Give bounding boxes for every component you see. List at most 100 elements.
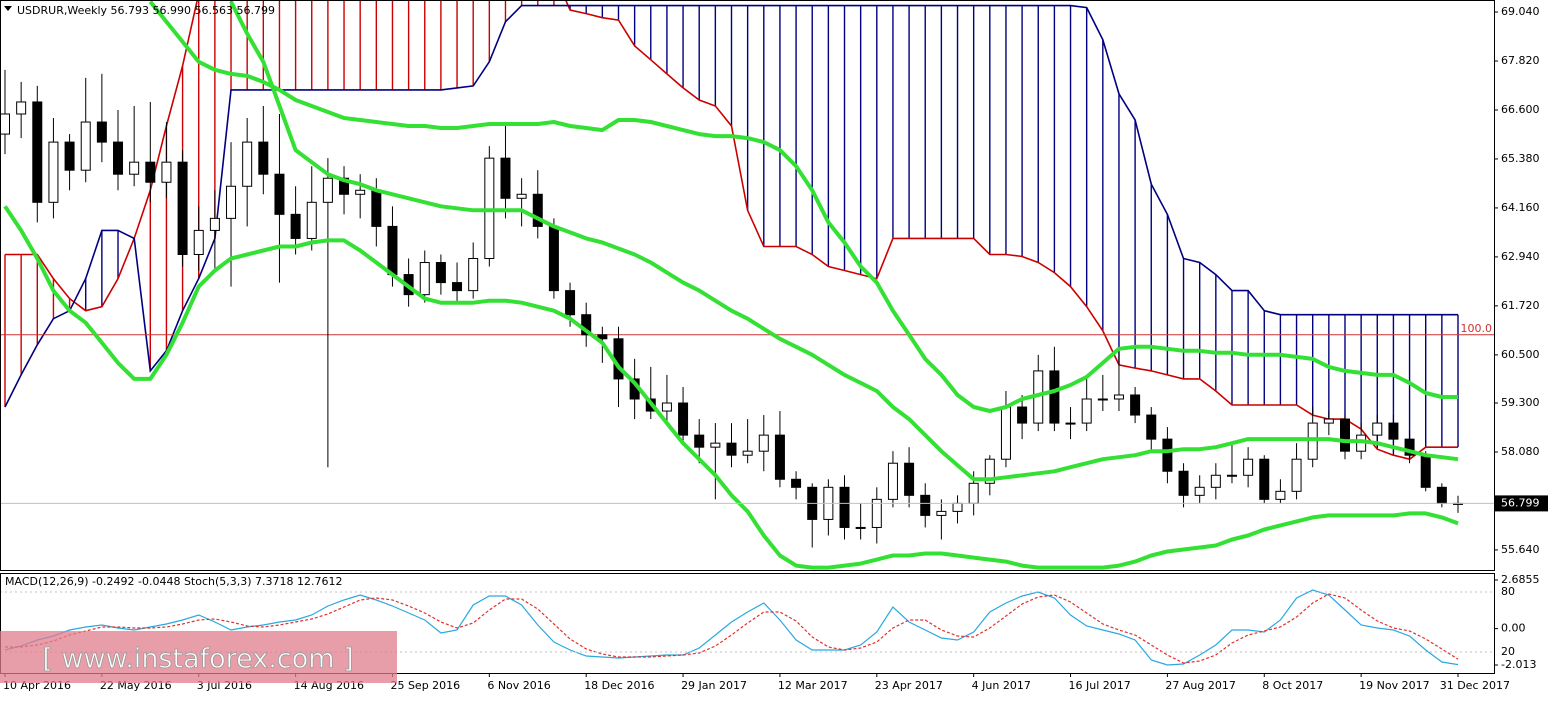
sub-frame xyxy=(0,573,1495,674)
candle-body xyxy=(129,161,140,175)
candle-body xyxy=(1162,438,1173,472)
candle-body xyxy=(1210,474,1221,488)
oscillator-line xyxy=(5,593,1459,664)
candle-body xyxy=(48,141,59,203)
y-tick-label: 62.940 xyxy=(1501,250,1540,263)
y2-tick-label: -2.013 xyxy=(1501,658,1536,671)
x-tick-label: 18 Dec 2016 xyxy=(584,679,654,692)
candle-body xyxy=(209,217,220,231)
candle-body xyxy=(1323,418,1334,424)
x-tick-label: 25 Sep 2016 xyxy=(390,679,460,692)
candle-body xyxy=(1372,422,1383,436)
y-tick-label: 65.380 xyxy=(1501,152,1540,165)
candle-body xyxy=(904,462,915,496)
chart-title: USDRUR,Weekly 56.793 56.990 56.563 56.79… xyxy=(17,4,275,17)
candle-body xyxy=(435,262,446,284)
candle-body xyxy=(322,177,333,203)
candle-body xyxy=(1017,406,1028,424)
x-tick-label: 31 Dec 2017 xyxy=(1440,679,1510,692)
band-middle xyxy=(229,0,1459,482)
candle-body xyxy=(887,462,898,500)
candle-body xyxy=(1404,438,1415,456)
candle-body xyxy=(710,442,721,448)
candle-body xyxy=(419,262,430,296)
candle-body xyxy=(0,113,10,135)
candle-body xyxy=(839,486,850,528)
candle-body xyxy=(1113,394,1124,400)
main-frame xyxy=(0,0,1495,571)
candle-body xyxy=(145,161,156,183)
y-tick-label: 64.160 xyxy=(1501,201,1540,214)
candle-body xyxy=(64,141,75,171)
candle-body xyxy=(1226,474,1237,477)
cloud-span-a xyxy=(5,0,1458,461)
candle-body xyxy=(1178,470,1189,496)
candle-body xyxy=(274,173,285,215)
menu-icon[interactable] xyxy=(4,6,12,11)
candle-body xyxy=(258,141,269,175)
y-tick-label: 61.720 xyxy=(1501,299,1540,312)
candle-body xyxy=(226,185,237,219)
y-tick-label: 67.820 xyxy=(1501,54,1540,67)
candle-body xyxy=(32,101,43,203)
y-tick-label: 66.600 xyxy=(1501,103,1540,116)
candle-body xyxy=(548,225,559,292)
candle-body xyxy=(1339,418,1350,452)
candle-body xyxy=(1243,458,1254,476)
candle-body xyxy=(387,225,398,276)
candle-body xyxy=(774,434,785,480)
candle-body xyxy=(1194,486,1205,496)
candle-body xyxy=(1000,406,1011,460)
candle-body xyxy=(16,101,27,115)
candle-body xyxy=(791,478,802,488)
candle-body xyxy=(516,193,527,199)
watermark-box xyxy=(0,631,397,683)
candle-body xyxy=(1065,422,1076,425)
candle-body xyxy=(661,402,672,412)
candle-body xyxy=(871,498,882,528)
candle-body xyxy=(1049,370,1060,424)
y-tick-label: 69.040 xyxy=(1501,5,1540,18)
candle-body xyxy=(565,290,576,316)
candle-body xyxy=(936,510,947,516)
main-plot xyxy=(0,0,1494,570)
candle-body xyxy=(694,434,705,448)
watermark: [ www.instaforex.com ] xyxy=(0,631,397,683)
y-tick-label: 59.300 xyxy=(1501,396,1540,409)
candle-body xyxy=(1081,398,1092,424)
candle-body xyxy=(952,502,963,512)
price-label: 56.799 xyxy=(1501,496,1540,509)
band-upper xyxy=(148,0,1458,413)
candle-body xyxy=(532,193,543,227)
y2-tick-label: 0.00 xyxy=(1501,622,1526,635)
candle-body xyxy=(80,121,91,171)
candle-body xyxy=(452,282,463,292)
candle-body xyxy=(758,434,769,452)
candle-body xyxy=(597,334,608,340)
candle-body xyxy=(855,526,866,529)
candle-body xyxy=(1130,394,1141,416)
band-lower xyxy=(3,205,1459,570)
level-label: 100.0 xyxy=(1461,322,1493,335)
candle-body xyxy=(968,482,979,504)
candle-body xyxy=(1388,422,1399,440)
candle-body xyxy=(468,258,479,292)
candle-body xyxy=(500,157,511,199)
candle-body xyxy=(161,161,172,183)
candle-body xyxy=(242,141,253,187)
candle-body xyxy=(177,161,188,255)
oscillator-line xyxy=(4,589,1459,666)
x-tick-label: 4 Jun 2017 xyxy=(972,679,1031,692)
y-tick-label: 55.640 xyxy=(1501,543,1540,556)
candle-body xyxy=(1097,398,1108,401)
candle-body xyxy=(920,494,931,516)
oscillator-title: MACD(12,26,9) -0.2492 -0.0448 Stoch(5,3,… xyxy=(5,575,343,588)
candle-body xyxy=(193,229,204,255)
price-box xyxy=(1495,495,1548,512)
candle-body xyxy=(1420,454,1431,488)
candle-body xyxy=(371,189,382,227)
